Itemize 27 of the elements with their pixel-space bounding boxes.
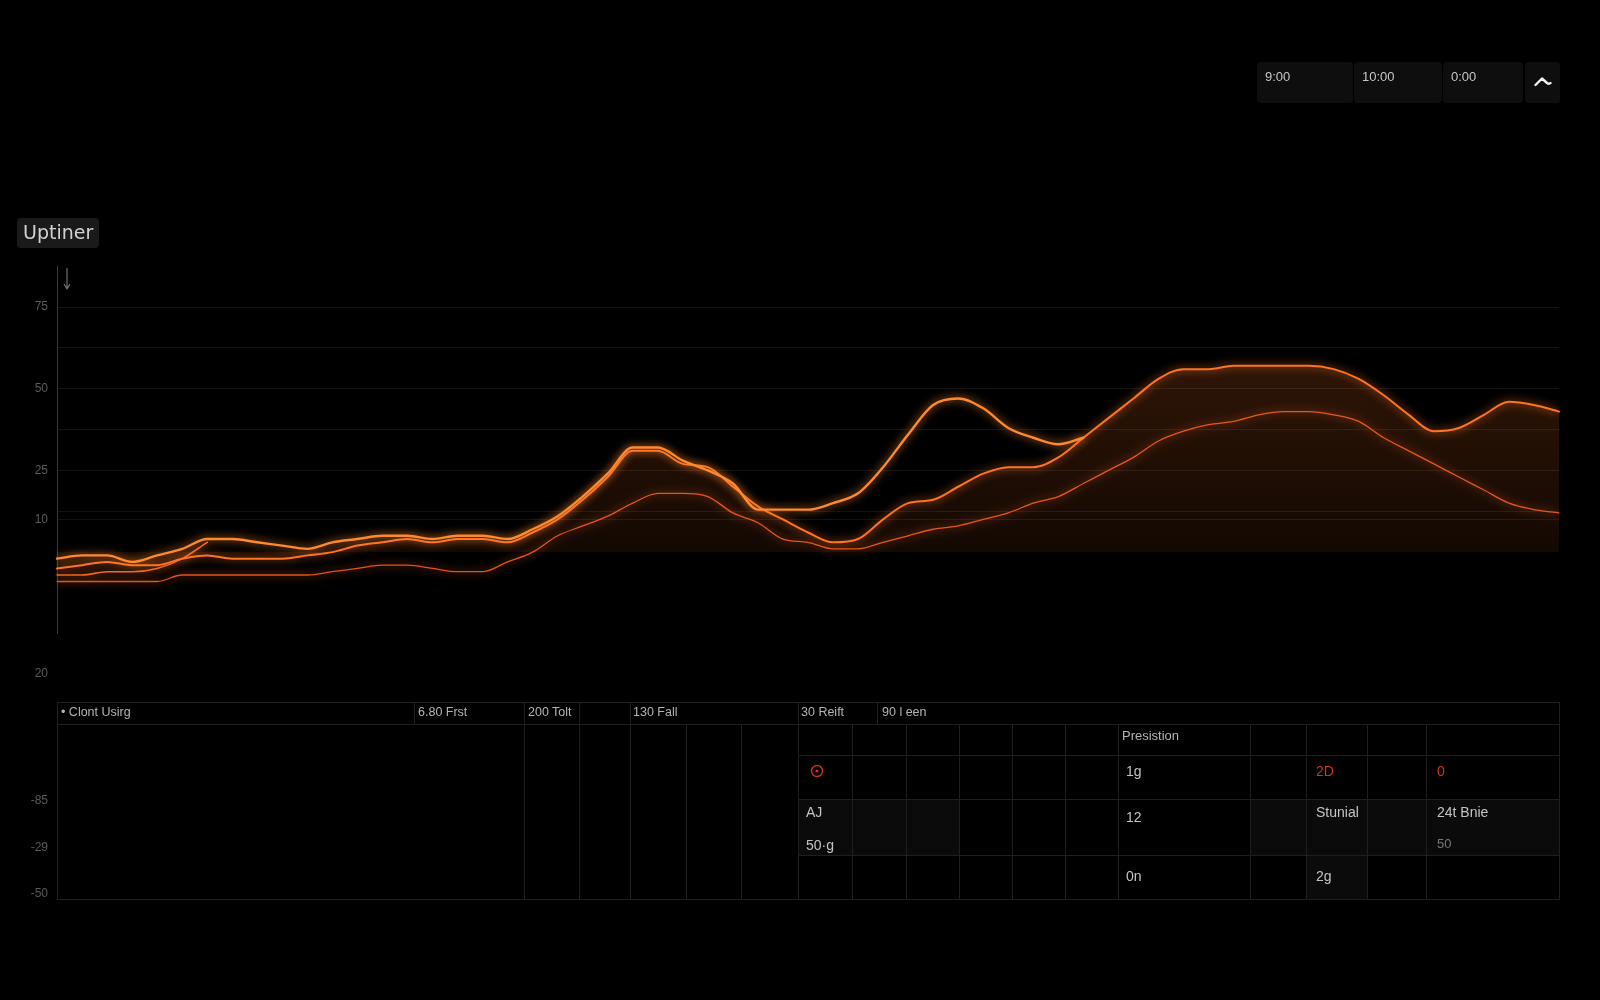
text: 50 <box>1437 835 1452 851</box>
text: -85 <box>30 793 48 807</box>
text: 0 <box>1437 763 1445 779</box>
text: -50 <box>30 886 48 900</box>
text: 200 Tolt <box>528 704 572 719</box>
text: • Clont Usirg <box>61 704 131 719</box>
text: 12 <box>1126 809 1142 825</box>
y-tick-label: 25 <box>34 462 49 477</box>
text: 20 <box>34 666 48 680</box>
text: 0n <box>1126 868 1142 884</box>
text: AJ <box>806 804 823 820</box>
text: 2D <box>1316 763 1334 779</box>
text: Presistion <box>1122 727 1180 743</box>
y-tick-label: 50 <box>34 381 49 396</box>
text: 1g <box>1126 763 1142 779</box>
text: 6.80 Frst <box>418 704 468 719</box>
text: Stunial <box>1316 804 1359 820</box>
text: -29 <box>30 840 48 854</box>
y-tick-label: 75 <box>34 299 49 314</box>
chart-title: Uptiner <box>17 218 100 248</box>
text: 2g <box>1316 868 1332 884</box>
text: 24t Bnie <box>1437 804 1489 820</box>
y-tick-label: 10 <box>34 511 49 526</box>
text: 50·g <box>806 837 835 853</box>
text: 30 Reift <box>801 704 845 719</box>
text: 90 l een <box>882 704 927 719</box>
text: 130 Fall <box>633 704 678 719</box>
